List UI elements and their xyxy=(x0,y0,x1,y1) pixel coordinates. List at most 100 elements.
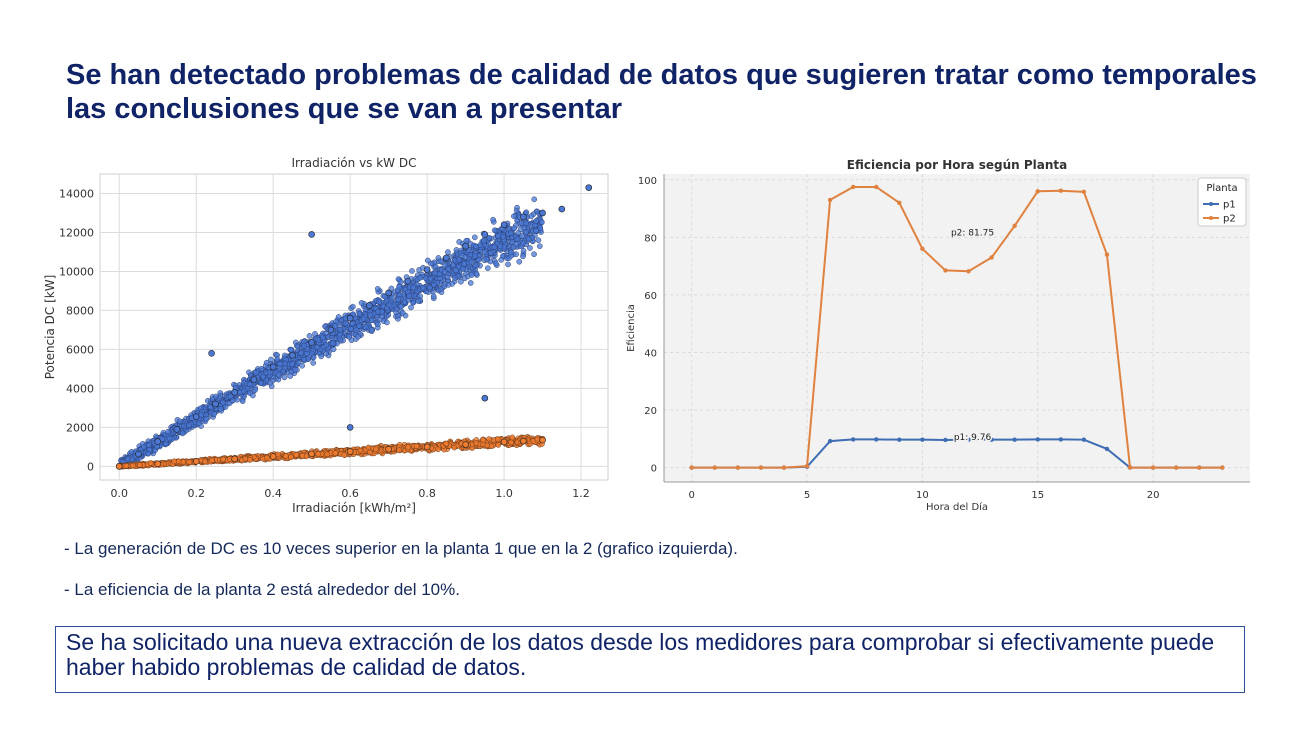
scatter-point-plant1 xyxy=(531,196,538,203)
scatter-point-plant2 xyxy=(136,462,143,468)
scatter-point-plant1 xyxy=(227,393,234,400)
scatter-point-plant1 xyxy=(514,236,521,242)
scatter-point-series-2 xyxy=(269,453,277,460)
scatter-point-plant1 xyxy=(353,327,360,334)
scatter-point-plant2 xyxy=(473,440,480,446)
legend-title: Planta xyxy=(1206,183,1237,194)
scatter-point-plant1 xyxy=(520,240,526,247)
y-tick-label: 20 xyxy=(644,406,657,417)
scatter-point-plant1 xyxy=(384,319,390,326)
scatter-point-plant1 xyxy=(315,337,322,343)
scatter-point-plant1 xyxy=(360,315,367,322)
series-point-p2 xyxy=(1197,465,1202,470)
scatter-point-plant1 xyxy=(260,373,266,380)
annotation-label: p1: 9.76 xyxy=(954,433,992,443)
scatter-point-plant1 xyxy=(386,302,393,308)
scatter-point-series-1 xyxy=(308,339,315,346)
series-point-p1 xyxy=(874,437,879,442)
scatter-point-plant1 xyxy=(186,422,192,429)
scatter-point-plant1 xyxy=(450,262,457,269)
scatter-point-plant1 xyxy=(298,350,305,356)
scatter-point-plant2 xyxy=(123,462,130,469)
scatter-point-plant2 xyxy=(372,446,379,453)
scatter-point-plant1 xyxy=(346,334,353,340)
scatter-point-plant1 xyxy=(252,387,258,393)
scatter-point-plant1 xyxy=(468,258,475,265)
scatter-point-plant1 xyxy=(159,435,165,442)
series-point-p2 xyxy=(1173,465,1179,470)
y-axis-label: Potencia DC [kW] xyxy=(43,275,57,380)
scatter-point-plant1 xyxy=(332,323,338,330)
scatter-point-series-2 xyxy=(462,441,469,448)
scatter-point-plant1 xyxy=(431,281,437,288)
scatter-point-plant1 xyxy=(472,262,479,269)
scatter-point-plant2 xyxy=(332,450,339,457)
scatter-point-series-2 xyxy=(231,455,238,463)
y-tick-label: 4000 xyxy=(66,382,94,395)
scatter-point-plant1 xyxy=(310,360,317,366)
scatter-point-plant1 xyxy=(505,226,512,233)
series-point-p1 xyxy=(850,437,856,442)
scatter-point-plant1 xyxy=(468,272,475,278)
scatter-point-plant1 xyxy=(399,310,406,316)
scatter-point-plant1 xyxy=(483,255,490,262)
scatter-point-plant1 xyxy=(492,260,499,267)
scatter-point-series-1 xyxy=(585,184,593,191)
legend-label-p1: p1 xyxy=(1223,200,1236,211)
scatter-point-plant2 xyxy=(367,449,373,456)
scatter-point-series-1 xyxy=(404,277,412,285)
scatter-point-plant1 xyxy=(314,344,321,351)
scatter-point-plant1 xyxy=(203,415,209,422)
x-tick-label: 1.2 xyxy=(572,487,590,500)
scatter-point-series-1 xyxy=(154,438,162,445)
scatter-point-plant1 xyxy=(258,365,265,372)
scatter-point-series-2 xyxy=(154,460,162,468)
scatter-point-series-1 xyxy=(308,231,315,238)
scatter-point-series-1 xyxy=(346,424,354,431)
scatter-point-plant1 xyxy=(358,300,365,306)
scatter-point-plant1 xyxy=(368,317,375,324)
scatter-point-plant1 xyxy=(367,312,374,318)
series-point-p1 xyxy=(1104,446,1110,452)
scatter-point-plant1 xyxy=(452,275,458,281)
scatter-point-plant1 xyxy=(482,249,488,256)
series-point-p2 xyxy=(758,465,764,470)
scatter-point-plant2 xyxy=(357,447,364,454)
scatter-point-series-1 xyxy=(462,242,469,250)
scatter-point-series-1 xyxy=(250,376,258,383)
scatter-point-plant1 xyxy=(306,333,313,339)
scatter-point-series-2 xyxy=(308,450,315,458)
scatter-point-plant1 xyxy=(458,278,464,285)
scatter-point-plant1 xyxy=(476,256,482,263)
y-tick-label: 40 xyxy=(644,348,657,359)
scatter-point-plant1 xyxy=(472,252,479,259)
y-tick-label: 80 xyxy=(644,233,657,244)
note-efficiency: - La eficiencia de la planta 2 está alre… xyxy=(64,580,460,599)
scatter-point-plant2 xyxy=(180,459,187,466)
scatter-point-plant1 xyxy=(491,227,498,234)
scatter-point-plant1 xyxy=(176,418,183,425)
scatter-point-plant1 xyxy=(288,346,294,353)
series-point-p2 xyxy=(943,268,948,273)
scatter-point-plant1 xyxy=(442,262,449,269)
scatter-point-plant1 xyxy=(166,435,173,442)
scatter-point-plant1 xyxy=(281,374,288,381)
scatter-point-plant1 xyxy=(445,249,451,255)
series-point-p2 xyxy=(850,184,856,190)
series-point-p1 xyxy=(827,438,833,444)
scatter-point-plant1 xyxy=(495,233,502,239)
scatter-point-plant2 xyxy=(480,437,487,444)
scatter-point-plant2 xyxy=(435,446,442,453)
chart-title: Irradiación vs kW DC xyxy=(292,156,417,170)
scatter-point-series-2 xyxy=(115,463,123,470)
scatter-point-plant1 xyxy=(281,360,288,367)
scatter-point-plant1 xyxy=(319,334,326,341)
x-tick-label: 5 xyxy=(804,490,810,501)
scatter-point-series-1 xyxy=(208,350,215,357)
scatter-point-plant1 xyxy=(498,256,505,263)
scatter-point-plant2 xyxy=(495,442,502,448)
y-tick-label: 60 xyxy=(644,291,657,302)
scatter-point-plant1 xyxy=(471,234,478,241)
scatter-point-plant1 xyxy=(374,308,381,315)
scatter-point-plant1 xyxy=(516,258,523,265)
